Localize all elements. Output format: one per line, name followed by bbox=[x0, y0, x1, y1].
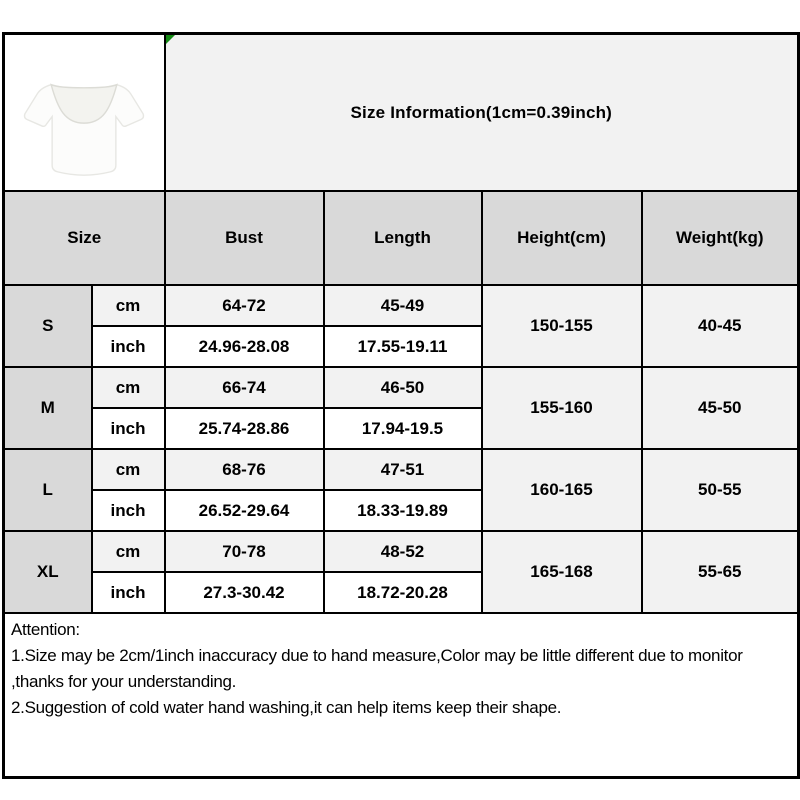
length-cm-l: 47-51 bbox=[322, 448, 483, 491]
bust-inch-m: 25.74-28.86 bbox=[163, 407, 325, 450]
chart-title-cell: Size Information(1cm=0.39inch) bbox=[163, 32, 800, 192]
length-inch-l: 18.33-19.89 bbox=[322, 489, 483, 532]
height-s: 150-155 bbox=[480, 284, 643, 368]
weight-xl: 55-65 bbox=[640, 530, 800, 614]
bust-inch-l: 26.52-29.64 bbox=[163, 489, 325, 532]
weight-s: 40-45 bbox=[640, 284, 800, 368]
product-image-cell bbox=[2, 32, 166, 192]
green-corner-triangle-icon bbox=[166, 35, 175, 44]
size-chart-sheet: Size Information(1cm=0.39inch) Size Bust… bbox=[2, 32, 800, 779]
header-bust: Bust bbox=[163, 190, 325, 286]
length-inch-m: 17.94-19.5 bbox=[322, 407, 483, 450]
height-l: 160-165 bbox=[480, 448, 643, 532]
header-length: Length bbox=[322, 190, 483, 286]
size-label-m: M bbox=[2, 366, 93, 450]
attention-note-1: 1.Size may be 2cm/1inch inaccuracy due t… bbox=[11, 646, 743, 691]
unit-label-inch: inch bbox=[90, 571, 166, 614]
height-xl: 165-168 bbox=[480, 530, 643, 614]
bust-inch-s: 24.96-28.08 bbox=[163, 325, 325, 368]
bust-inch-xl: 27.3-30.42 bbox=[163, 571, 325, 614]
title-row: Size Information(1cm=0.39inch) bbox=[2, 32, 800, 192]
unit-label-inch: inch bbox=[90, 489, 166, 532]
bust-cm-s: 64-72 bbox=[163, 284, 325, 327]
header-height: Height(cm) bbox=[480, 190, 643, 286]
attention-cell: Attention: 1.Size may be 2cm/1inch inacc… bbox=[2, 612, 800, 779]
attention-heading: Attention: bbox=[11, 620, 80, 639]
size-label-s: S bbox=[2, 284, 93, 368]
length-cm-m: 46-50 bbox=[322, 366, 483, 409]
unit-label-cm: cm bbox=[90, 448, 166, 491]
attention-note-2: 2.Suggestion of cold water hand washing,… bbox=[11, 698, 562, 717]
unit-label-cm: cm bbox=[90, 284, 166, 327]
tshirt-icon bbox=[24, 83, 145, 176]
header-size: Size bbox=[2, 190, 166, 286]
weight-l: 50-55 bbox=[640, 448, 800, 532]
table-row-xl-cm: XL cm 70-78 48-52 165-168 55-65 bbox=[2, 530, 800, 614]
table-header-row: Size Bust Length Height(cm) Weight(kg) bbox=[2, 190, 800, 286]
attention-row: Attention: 1.Size may be 2cm/1inch inacc… bbox=[2, 612, 800, 779]
length-cm-s: 45-49 bbox=[322, 284, 483, 327]
length-cm-xl: 48-52 bbox=[322, 530, 483, 573]
weight-m: 45-50 bbox=[640, 366, 800, 450]
bust-cm-l: 68-76 bbox=[163, 448, 325, 491]
table-row-s-cm: S cm 64-72 45-49 150-155 40-45 bbox=[2, 284, 800, 368]
table-row-l-cm: L cm 68-76 47-51 160-165 50-55 bbox=[2, 448, 800, 532]
size-label-xl: XL bbox=[2, 530, 93, 614]
size-label-l: L bbox=[2, 448, 93, 532]
size-table: Size Information(1cm=0.39inch) Size Bust… bbox=[2, 32, 800, 779]
unit-label-inch: inch bbox=[90, 325, 166, 368]
table-row-l-inch: inch 26.52-29.64 18.33-19.89 bbox=[4, 489, 799, 532]
length-inch-s: 17.55-19.11 bbox=[322, 325, 483, 368]
table-row-s-inch: inch 24.96-28.08 17.55-19.11 bbox=[4, 325, 799, 368]
height-m: 155-160 bbox=[480, 366, 643, 450]
chart-title: Size Information(1cm=0.39inch) bbox=[350, 102, 613, 122]
length-inch-xl: 18.72-20.28 bbox=[322, 571, 483, 614]
attention-block: Attention: 1.Size may be 2cm/1inch inacc… bbox=[11, 617, 791, 721]
table-row-m-inch: inch 25.74-28.86 17.94-19.5 bbox=[4, 407, 799, 450]
bust-cm-m: 66-74 bbox=[163, 366, 325, 409]
unit-label-inch: inch bbox=[90, 407, 166, 450]
bust-cm-xl: 70-78 bbox=[163, 530, 325, 573]
table-row-m-cm: M cm 66-74 46-50 155-160 45-50 bbox=[2, 366, 800, 450]
unit-label-cm: cm bbox=[90, 530, 166, 573]
unit-label-cm: cm bbox=[90, 366, 166, 409]
table-row-xl-inch: inch 27.3-30.42 18.72-20.28 bbox=[4, 571, 799, 614]
header-weight: Weight(kg) bbox=[640, 190, 800, 286]
